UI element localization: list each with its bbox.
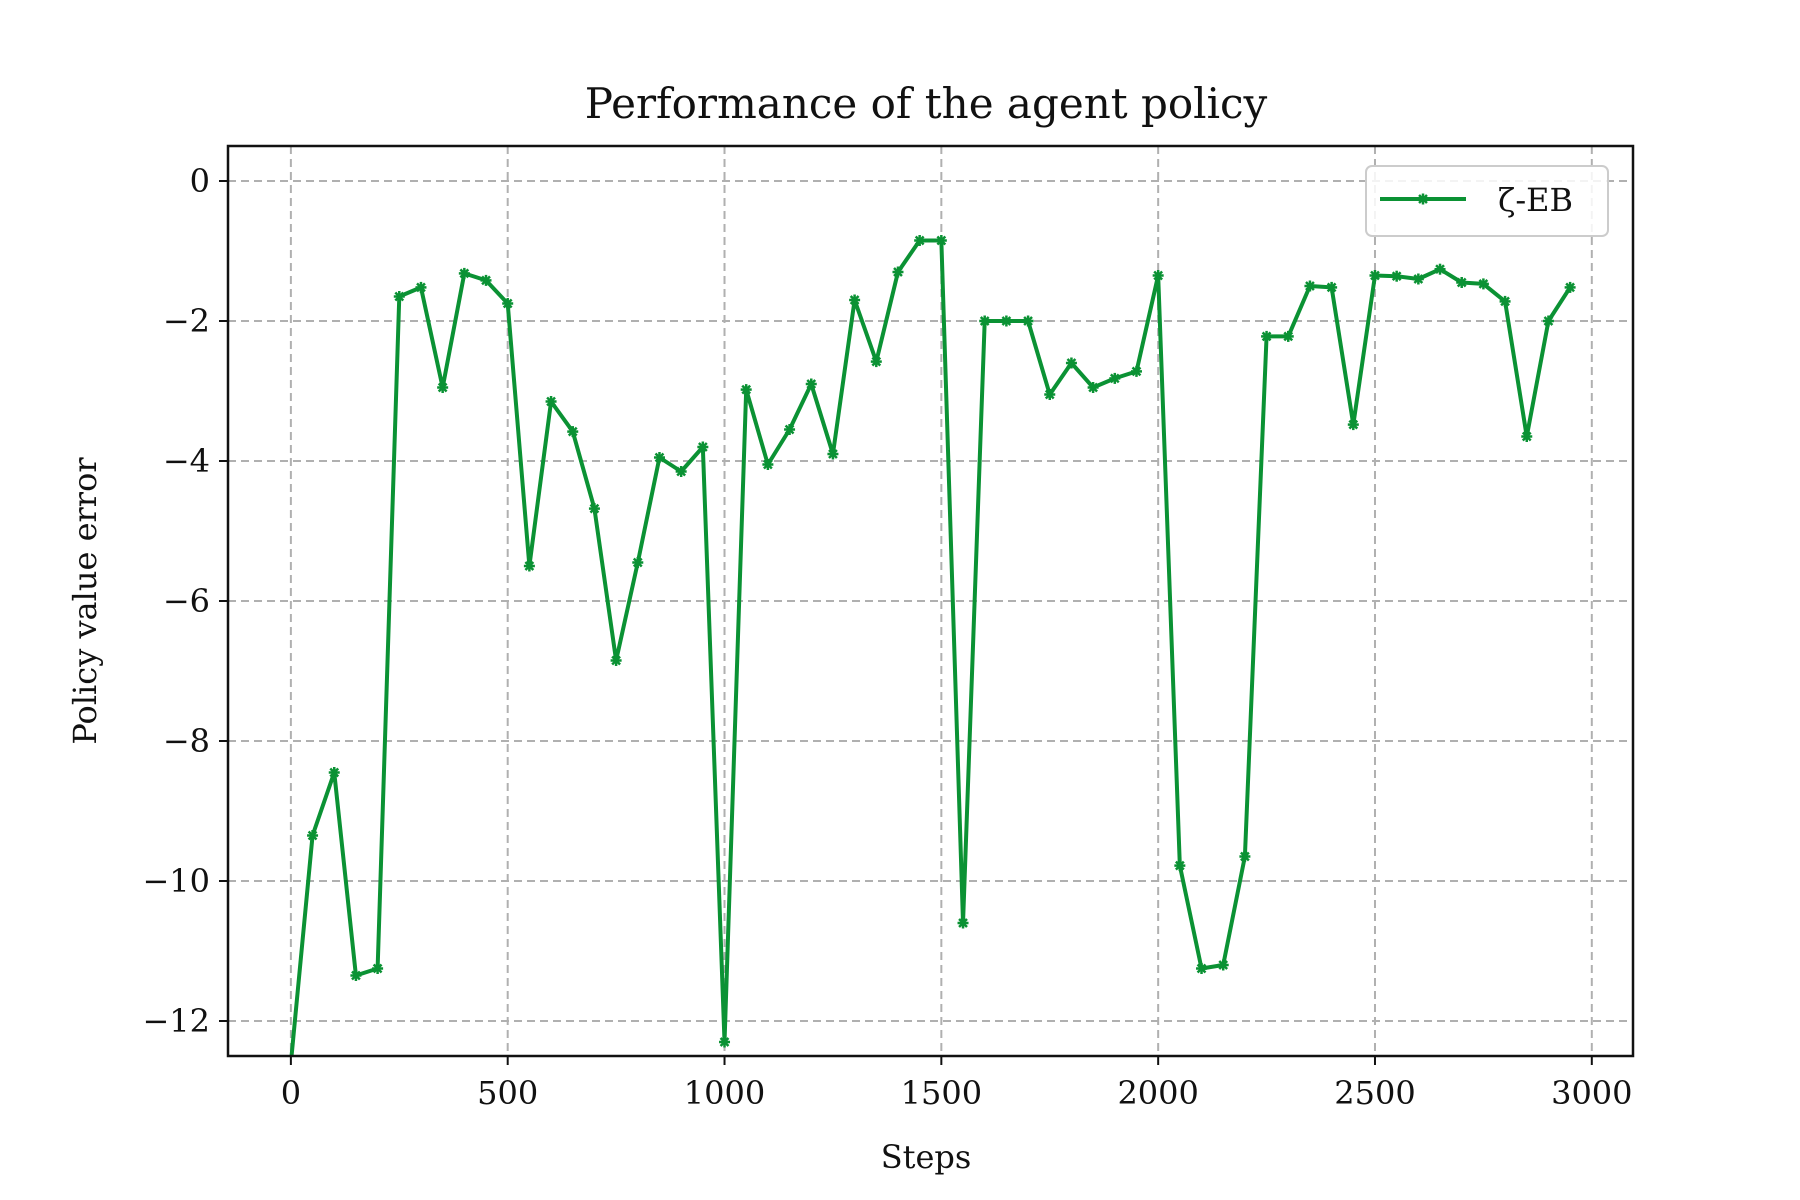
data-point-marker [523, 560, 535, 572]
data-point-marker [545, 396, 557, 407]
data-point-marker [480, 274, 492, 286]
data-point-marker [1282, 330, 1294, 342]
series-layer [289, 235, 1576, 1056]
y-tick-label: −4 [163, 442, 210, 480]
data-point-marker [307, 830, 319, 841]
data-point-marker [849, 294, 861, 306]
data-point-marker [1369, 270, 1381, 281]
x-tick-label: 3000 [1551, 1074, 1632, 1112]
data-point-marker [1239, 851, 1251, 862]
data-point-marker [567, 426, 579, 438]
data-point-marker [979, 315, 991, 327]
legend-label: ζ-EB [1498, 181, 1573, 219]
data-point-marker [892, 266, 904, 278]
data-point-marker [740, 384, 752, 396]
data-point-marker [458, 267, 470, 279]
x-tick-label: 2000 [1117, 1074, 1198, 1112]
data-point-marker [1022, 315, 1034, 327]
x-tick-label: 0 [281, 1074, 301, 1112]
y-tick-label: −12 [142, 1002, 210, 1040]
data-point-marker [805, 378, 817, 390]
data-point-marker [762, 459, 774, 470]
data-point-marker [1391, 270, 1403, 282]
legend-box [1365, 165, 1609, 237]
x-tick-label: 2500 [1334, 1074, 1415, 1112]
series-line-zeta-eb [289, 238, 1572, 1056]
x-tick-label: 1500 [901, 1074, 982, 1112]
data-point-marker [588, 503, 600, 515]
data-point-marker [827, 448, 839, 460]
data-point-marker [1434, 263, 1446, 275]
data-point-marker [1044, 389, 1056, 400]
y-tick-label: −2 [163, 302, 210, 340]
legend: ζ-EB [1365, 165, 1609, 237]
data-point-marker [1000, 315, 1012, 327]
y-axis-label: Policy value error [66, 457, 104, 745]
data-point-marker [437, 382, 449, 393]
data-point-marker [675, 466, 687, 477]
data-point-marker [393, 291, 405, 302]
data-point-marker [1217, 959, 1229, 971]
data-point-marker [610, 655, 622, 666]
data-point-marker [1087, 382, 1099, 393]
x-tick-label: 1000 [684, 1074, 765, 1112]
data-point-marker [719, 1036, 731, 1048]
data-point-marker [870, 356, 882, 368]
y-tick-label: −8 [163, 722, 210, 760]
chart-title: Performance of the agent policy [585, 79, 1268, 128]
data-point-marker [1477, 278, 1489, 290]
data-point-marker [957, 917, 969, 929]
data-point-marker [1174, 860, 1186, 872]
data-point-marker [697, 441, 709, 453]
data-point-marker [1542, 315, 1554, 327]
data-point-marker [1412, 273, 1424, 285]
data-point-marker [1564, 281, 1576, 293]
data-point-marker [935, 235, 947, 246]
legend-point-marker [1417, 193, 1429, 205]
legend-marker [1417, 193, 1429, 205]
data-point-marker [415, 281, 427, 293]
data-point-marker [1326, 281, 1338, 293]
y-tick-label: −6 [163, 582, 210, 620]
data-point-marker [1152, 270, 1164, 281]
x-axis-label: Steps [881, 1138, 972, 1176]
data-point-marker [1456, 277, 1468, 288]
data-point-marker [784, 424, 796, 435]
data-point-marker [1109, 372, 1121, 384]
data-point-marker [1130, 365, 1142, 377]
data-point-marker [328, 767, 340, 778]
data-point-marker [1261, 330, 1273, 342]
data-point-marker [502, 298, 514, 309]
data-point-marker [1347, 419, 1359, 431]
data-point-marker [1499, 295, 1511, 307]
data-point-marker [1521, 431, 1533, 442]
data-point-marker [632, 557, 644, 568]
x-tick-label: 500 [477, 1074, 538, 1112]
axis-ticks: 0 500 1000 1500 2000 2500 3000 0 −2 −4 −6 −8 −10 −12 [142, 162, 1632, 1112]
data-point-marker [372, 963, 384, 974]
data-point-marker [1065, 357, 1077, 369]
y-tick-label: 0 [190, 162, 210, 200]
y-tick-label: −10 [142, 862, 210, 900]
data-point-marker [1196, 963, 1208, 974]
data-point-marker [1304, 280, 1316, 292]
data-point-marker [914, 235, 926, 246]
data-point-marker [653, 452, 665, 463]
data-point-marker [350, 970, 362, 981]
